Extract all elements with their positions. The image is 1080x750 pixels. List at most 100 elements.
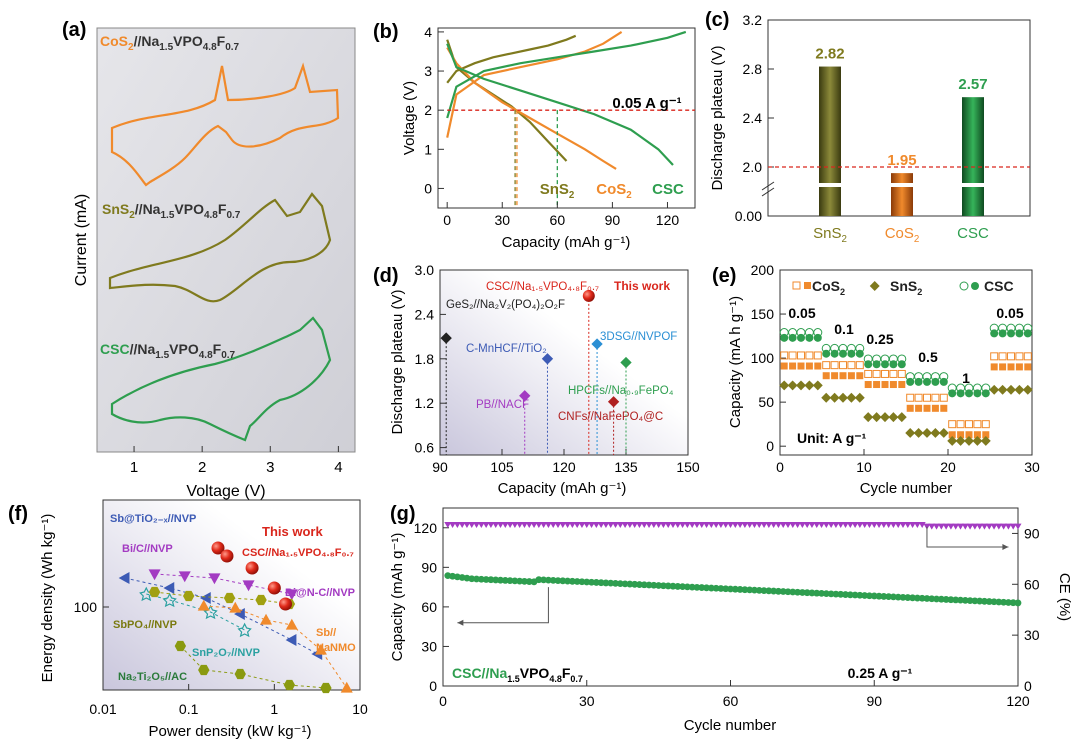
point-sns2 <box>888 412 899 423</box>
capacity-point <box>995 598 1003 606</box>
ce-point <box>588 521 596 528</box>
capacity-point <box>1005 599 1012 606</box>
ragone-line-3 <box>154 591 290 605</box>
ce-point <box>679 521 687 528</box>
ce-point <box>750 521 758 528</box>
point-cos2 <box>856 372 864 380</box>
ce-point <box>674 521 682 528</box>
cv-curves <box>108 62 340 442</box>
capacity-point <box>918 594 926 602</box>
x-tick-label: 60 <box>723 693 739 709</box>
capacity-point <box>976 597 984 605</box>
ce-point <box>913 521 921 528</box>
cv-label-f5: 0.7 <box>221 350 235 361</box>
point-cos2 <box>1007 363 1015 371</box>
capacity-point <box>583 578 591 586</box>
x-axis-label: Cycle number <box>684 717 777 734</box>
legend-label-1-main: SnS <box>890 278 917 294</box>
point-sns2 <box>846 392 857 403</box>
ce-point <box>1009 523 1017 530</box>
capacity-point <box>899 593 907 601</box>
point-cos2-open <box>981 420 990 429</box>
cv-label-sub: 2 <box>128 42 134 53</box>
ce-point <box>995 523 1003 530</box>
capacity-point <box>501 577 509 584</box>
point-cos2 <box>831 372 839 380</box>
x-axis-label: Capacity (mAh g⁻¹) <box>498 480 627 497</box>
rate-label: 1 <box>962 370 970 386</box>
capacity-point <box>789 588 797 596</box>
ce-point <box>741 521 749 528</box>
series-label-0-sub: 2 <box>569 190 575 201</box>
panel-a: (a) CoS2//Na1.5VPO4.8F0.7SnS2//Na1.5VPO4… <box>62 19 356 500</box>
capacity-point <box>736 586 744 593</box>
y-axis-label: Voltage (V) <box>401 81 418 155</box>
point-sns2 <box>930 428 941 438</box>
capacity-point <box>885 593 893 601</box>
capacity-point <box>933 595 940 603</box>
point-cos2 <box>839 372 847 380</box>
y-axis-label: Capacity (mAh g⁻¹) <box>389 533 406 662</box>
capacity-point <box>722 585 730 593</box>
cv-label-0: CoS2//Na1.5VPO4.8F0.7 <box>100 33 240 53</box>
y2-tick-label: 90 <box>1024 525 1040 541</box>
ce-point <box>683 521 691 528</box>
y-tick-label: 2.4 <box>415 306 435 322</box>
panel-e: (e) 0 10 20 30 0 50 100 150 200 0.05 0.1 0.25 0.5 1 0.… <box>712 262 1040 497</box>
bar-break-0 <box>819 183 841 187</box>
x-tick-label: 0 <box>776 459 784 475</box>
point-cos2 <box>805 362 813 370</box>
capacity-point <box>784 588 792 596</box>
category-label-1-main: CoS <box>885 225 914 242</box>
ce-point <box>640 521 648 528</box>
y-axis-label: Discharge plateau (V) <box>709 45 726 190</box>
point-cos2-open <box>822 361 831 370</box>
capacity-point <box>913 594 921 602</box>
point-this-work <box>582 289 595 302</box>
rate-label: 0.5 <box>918 349 938 365</box>
ce-point <box>597 521 605 528</box>
capacity-point <box>851 591 859 599</box>
capacity-point <box>535 576 543 584</box>
ce-point <box>947 523 955 530</box>
point-cos2-open <box>839 361 847 370</box>
point-sns2 <box>955 435 966 446</box>
cv-label-f4: F <box>217 33 226 49</box>
cv-label-f3: 4.8 <box>199 350 213 361</box>
capacity-point <box>1014 599 1022 607</box>
ce-point <box>957 523 964 530</box>
point-cos2 <box>797 362 805 370</box>
ce-point <box>449 521 457 528</box>
capacity-point <box>525 578 533 585</box>
capacity-point <box>559 577 567 585</box>
ragone-point <box>208 573 221 585</box>
point-sns2 <box>913 428 924 438</box>
point-cos2 <box>957 431 965 439</box>
capacity-point <box>971 597 979 605</box>
ce-point <box>813 521 821 528</box>
x-tick-label: 0.1 <box>179 701 199 717</box>
ce-point <box>827 521 835 528</box>
y-axis-label: Energy density (Wh kg⁻¹) <box>39 514 56 683</box>
gcd-curves <box>446 30 695 208</box>
ce-point <box>822 521 830 528</box>
cv-label-main: CSC <box>100 341 130 357</box>
ce-point <box>635 521 643 528</box>
legend-marker-open <box>792 281 801 290</box>
point-sns2 <box>812 380 823 391</box>
point-label-4: 3DSG//NVPOF <box>600 331 677 343</box>
capacity-point <box>760 587 768 595</box>
cv-label-rest: //Na <box>135 201 161 217</box>
capacity-point <box>775 587 782 595</box>
point-sns2 <box>871 412 882 423</box>
ce-point <box>645 521 653 528</box>
x-tick-label: 150 <box>676 459 700 475</box>
material-vpo: VPO <box>520 665 550 681</box>
unit-label: Unit: A g⁻¹ <box>797 430 867 446</box>
panel-d-frame <box>439 269 689 456</box>
capacity-point <box>779 588 787 595</box>
point-csc-open <box>1023 323 1033 333</box>
ce-point <box>583 521 591 528</box>
capacity-point <box>564 577 571 585</box>
ce-point <box>760 521 768 528</box>
